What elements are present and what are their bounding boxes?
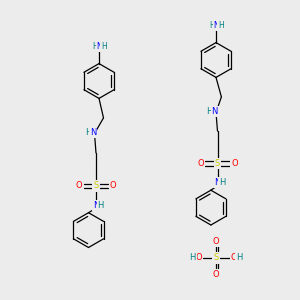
Text: H: H xyxy=(219,178,226,187)
Text: O: O xyxy=(197,159,204,168)
Text: O: O xyxy=(231,254,237,262)
Text: O: O xyxy=(213,237,219,246)
Text: O: O xyxy=(213,270,219,279)
Text: H: H xyxy=(236,254,243,262)
Text: H: H xyxy=(206,107,213,116)
Text: N: N xyxy=(93,201,99,210)
Text: H: H xyxy=(98,201,104,210)
Text: H: H xyxy=(92,42,98,51)
Text: H: H xyxy=(101,42,107,51)
Text: N: N xyxy=(90,128,96,137)
Text: N: N xyxy=(214,21,220,30)
Text: H: H xyxy=(189,254,196,262)
Text: O: O xyxy=(110,182,116,190)
Text: S: S xyxy=(215,159,220,168)
Text: H: H xyxy=(218,21,224,30)
Text: N: N xyxy=(214,178,221,187)
Text: N: N xyxy=(97,42,103,51)
Text: H: H xyxy=(209,21,215,30)
Text: O: O xyxy=(231,159,238,168)
Text: O: O xyxy=(195,254,202,262)
Text: N: N xyxy=(212,107,218,116)
Text: H: H xyxy=(85,128,91,137)
Text: S: S xyxy=(93,182,99,190)
Text: O: O xyxy=(76,182,82,190)
Text: S: S xyxy=(213,254,219,262)
